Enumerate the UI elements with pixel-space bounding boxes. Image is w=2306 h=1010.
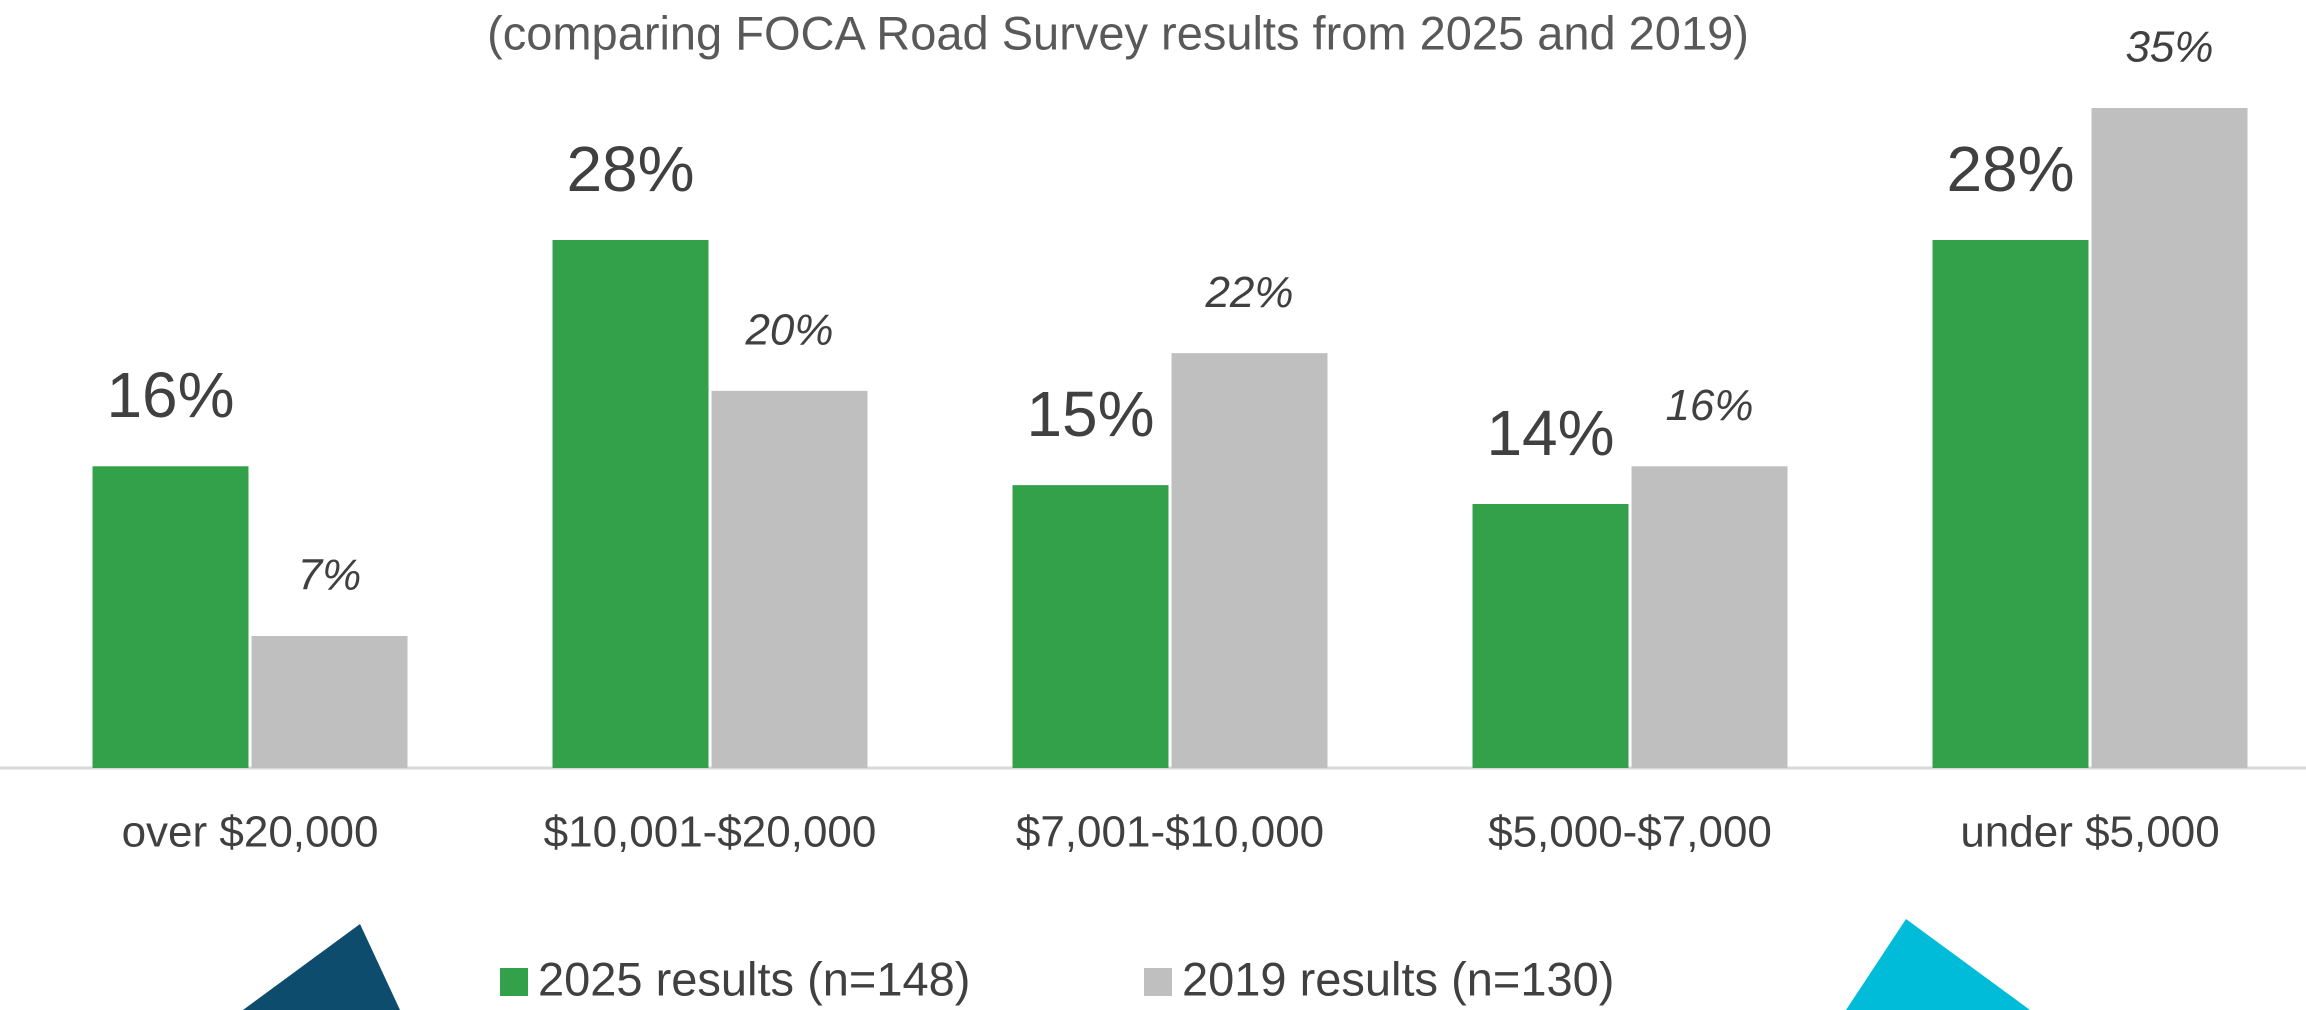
bar [1631,466,1788,768]
legend-swatch [500,968,528,996]
legend-label: 2019 results (n=130) [1182,952,1614,1005]
bar [1472,504,1629,768]
data-label: 22% [1204,268,1293,317]
bar [1171,353,1328,768]
bar [1932,240,2089,768]
x-tick-label: $7,001-$10,000 [1016,808,1324,857]
x-tick-label: $5,000-$7,000 [1488,808,1772,857]
data-label: 14% [1486,397,1614,469]
data-label: 20% [744,305,833,354]
legend-label: 2025 results (n=148) [538,952,970,1005]
data-label: 15% [1026,378,1154,450]
bar [92,466,249,768]
bar [1012,485,1169,768]
decoration-triangle [1846,919,2030,1010]
data-label: 16% [1665,381,1753,430]
data-label: 7% [298,551,362,600]
data-label: 28% [1946,133,2074,205]
bar [711,390,868,768]
data-label: 35% [2125,23,2213,72]
x-tick-label: over $20,000 [122,808,379,857]
data-label: 28% [566,133,694,205]
legend-swatch [1144,968,1172,996]
x-tick-label: under $5,000 [1960,808,2219,857]
decoration-triangle [243,924,400,1010]
x-tick-label: $10,001-$20,000 [544,808,877,857]
bar [552,240,709,768]
bar [2091,108,2248,768]
bar [251,636,408,768]
data-label: 16% [106,359,234,431]
chart-subtitle: (comparing FOCA Road Survey results from… [487,6,1749,59]
